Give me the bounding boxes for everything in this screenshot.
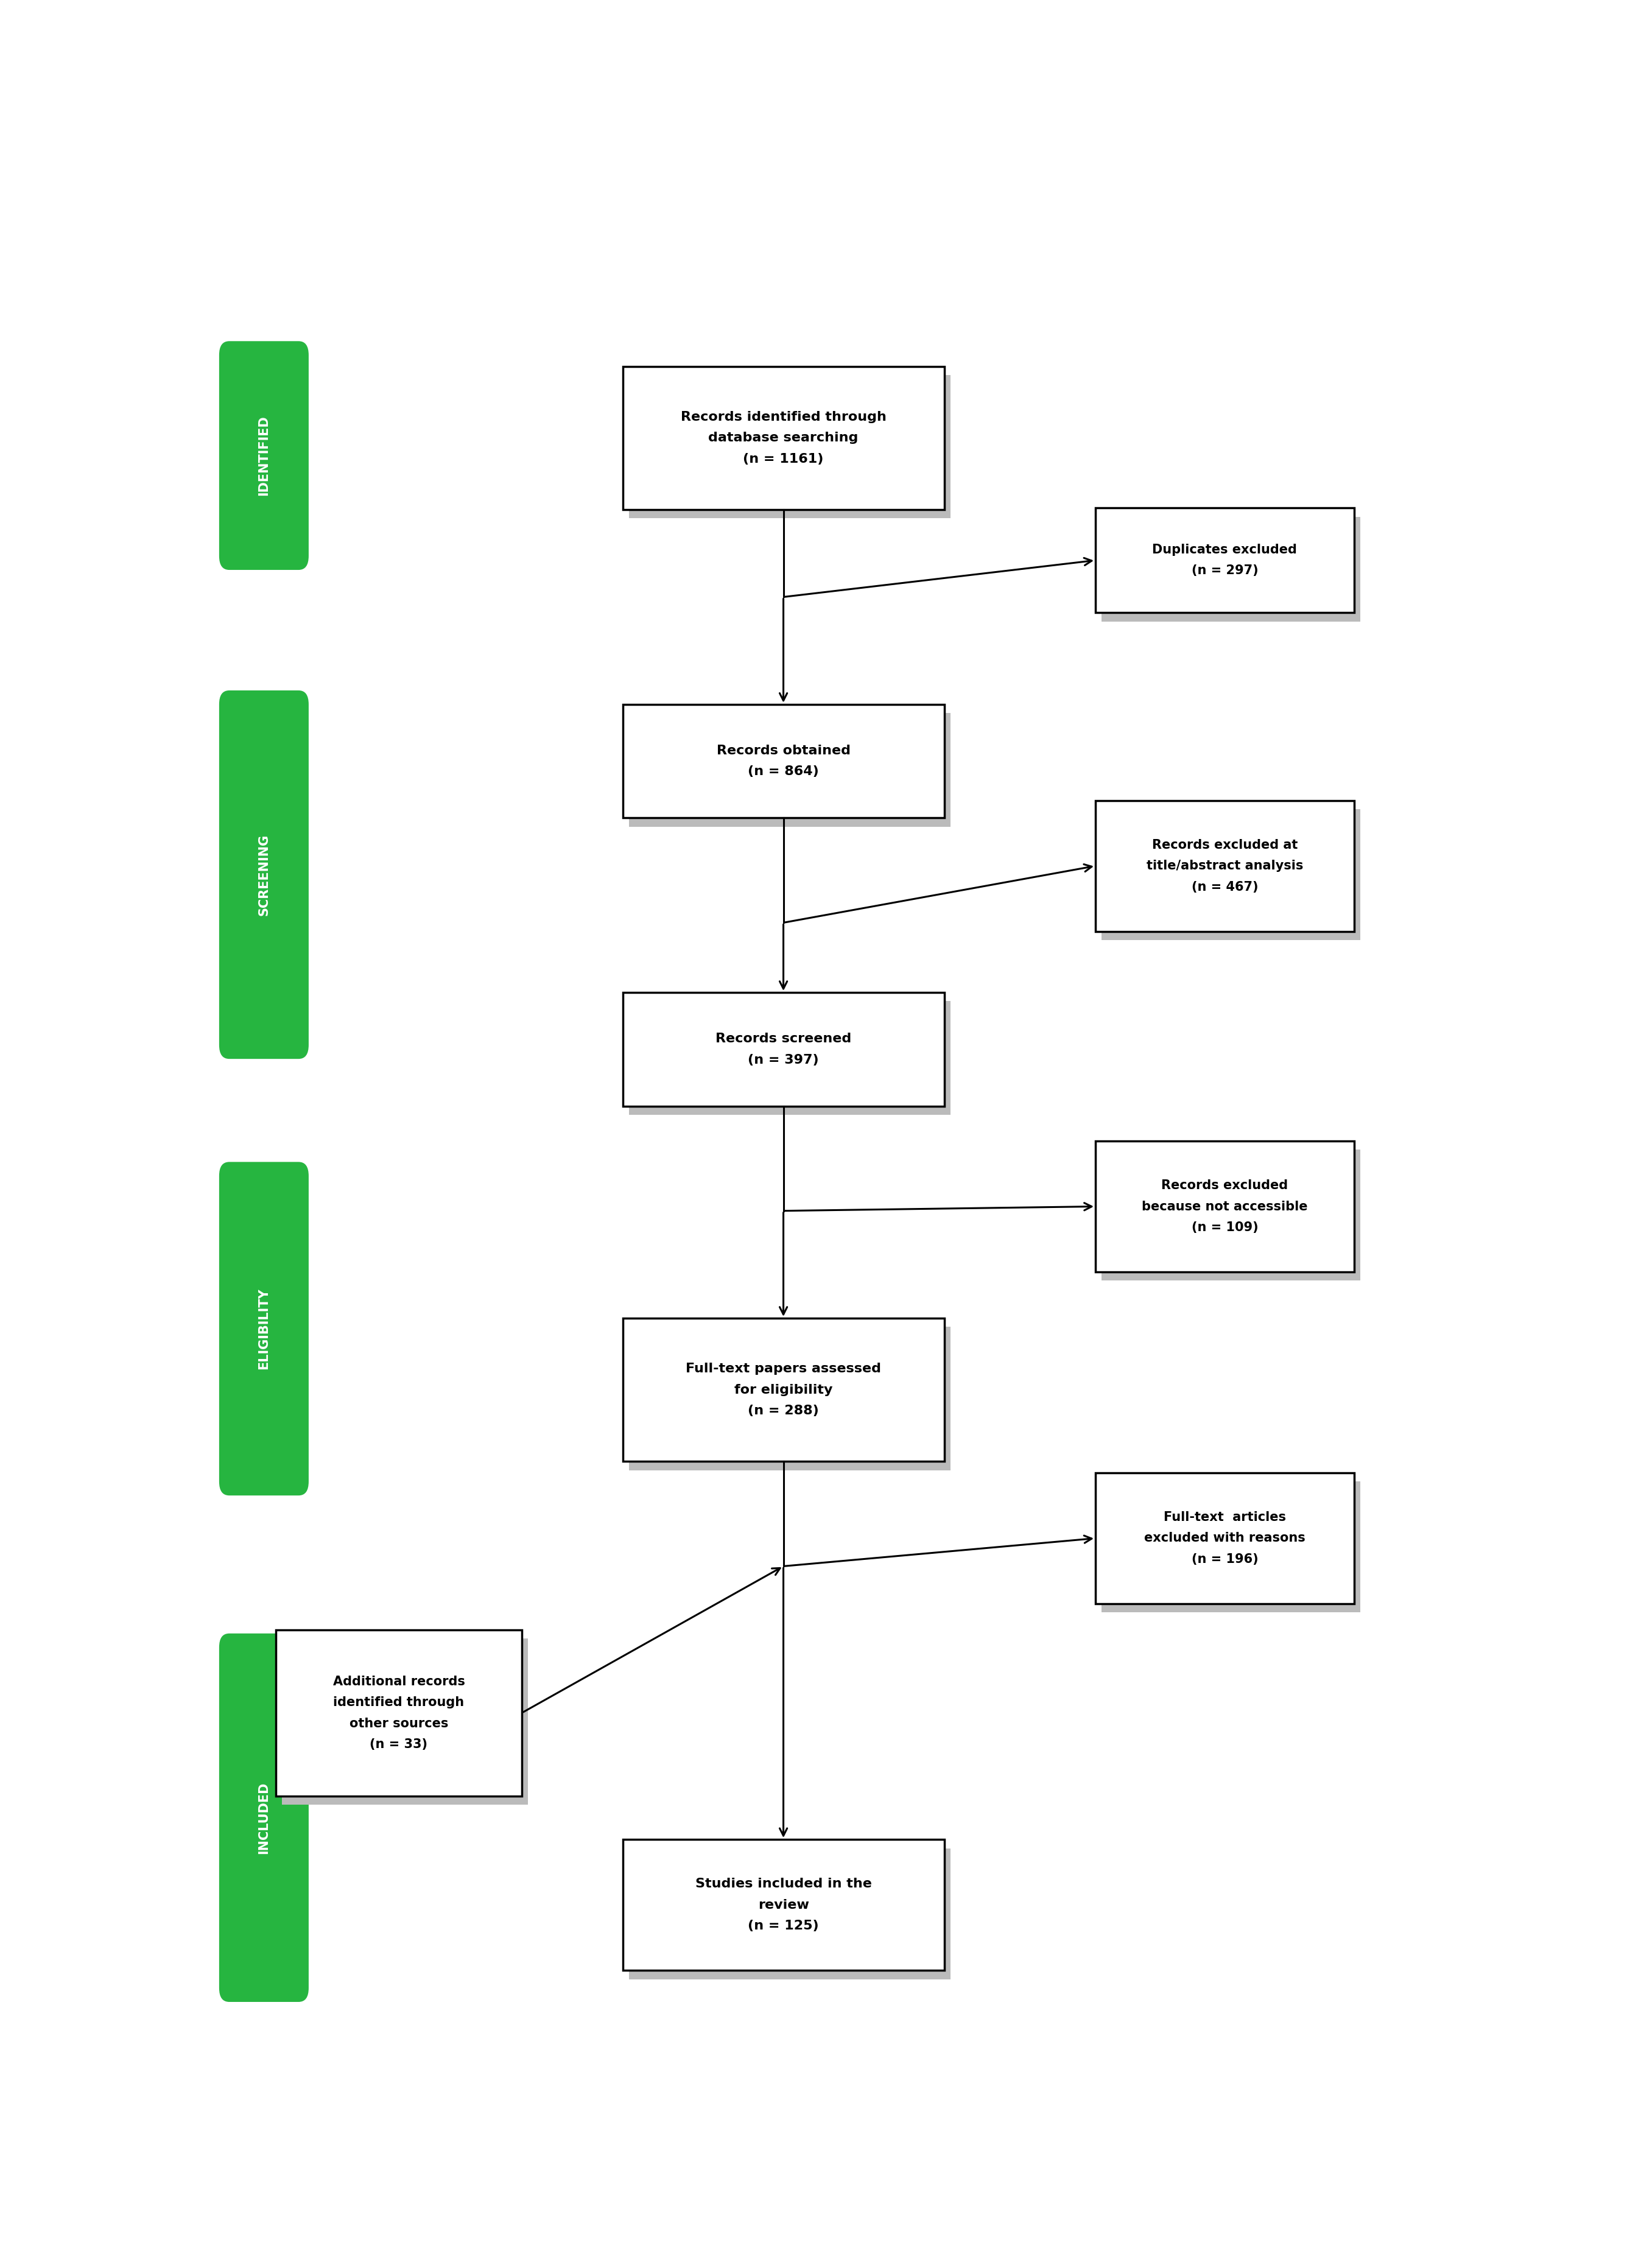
FancyBboxPatch shape [220,689,309,1059]
FancyBboxPatch shape [1101,810,1360,941]
FancyBboxPatch shape [1101,1150,1360,1281]
Text: Records excluded at
title/abstract analysis
(n = 467): Records excluded at title/abstract analy… [1147,839,1303,894]
FancyBboxPatch shape [1101,517,1360,621]
FancyBboxPatch shape [1095,1472,1354,1603]
Text: Records obtained
(n = 864): Records obtained (n = 864) [716,744,851,778]
Text: Full-text papers assessed
for eligibility
(n = 288): Full-text papers assessed for eligibilit… [685,1363,882,1418]
FancyBboxPatch shape [623,705,944,819]
FancyBboxPatch shape [220,340,309,569]
FancyBboxPatch shape [281,1640,529,1805]
FancyBboxPatch shape [630,1848,950,1980]
FancyBboxPatch shape [277,1631,522,1796]
Text: Studies included in the
review
(n = 125): Studies included in the review (n = 125) [695,1878,872,1932]
FancyBboxPatch shape [220,1161,309,1495]
FancyBboxPatch shape [623,993,944,1107]
FancyBboxPatch shape [220,1633,309,2003]
Text: Full-text  articles
excluded with reasons
(n = 196): Full-text articles excluded with reasons… [1144,1510,1305,1565]
FancyBboxPatch shape [1095,801,1354,932]
Text: ELIGIBILITY: ELIGIBILITY [257,1288,270,1370]
FancyBboxPatch shape [623,1839,944,1971]
Text: SCREENING: SCREENING [257,835,270,916]
FancyBboxPatch shape [630,712,950,826]
Text: Records identified through
database searching
(n = 1161): Records identified through database sear… [680,411,887,465]
FancyBboxPatch shape [1095,508,1354,612]
Text: Duplicates excluded
(n = 297): Duplicates excluded (n = 297) [1152,544,1297,576]
Text: Records screened
(n = 397): Records screened (n = 397) [716,1032,851,1066]
Text: Additional records
identified through
other sources
(n = 33): Additional records identified through ot… [334,1676,465,1751]
FancyBboxPatch shape [630,1000,950,1116]
Text: Records excluded
because not accessible
(n = 109): Records excluded because not accessible … [1142,1179,1308,1234]
Text: INCLUDED: INCLUDED [257,1783,270,1853]
FancyBboxPatch shape [1095,1141,1354,1272]
FancyBboxPatch shape [623,1318,944,1461]
FancyBboxPatch shape [1101,1481,1360,1613]
FancyBboxPatch shape [630,374,950,519]
FancyBboxPatch shape [630,1327,950,1470]
Text: IDENTIFIED: IDENTIFIED [257,415,270,497]
FancyBboxPatch shape [623,367,944,510]
